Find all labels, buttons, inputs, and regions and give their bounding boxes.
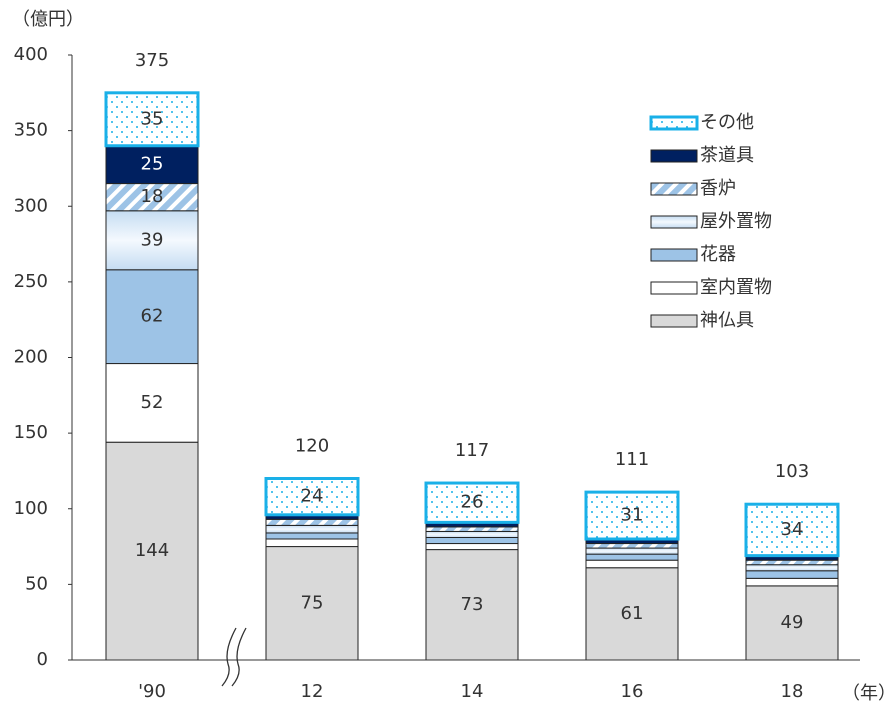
legend-swatch — [650, 182, 698, 196]
bar-segment — [585, 543, 679, 549]
data-label: 31 — [621, 505, 644, 526]
y-tick-label: 100 — [14, 498, 48, 519]
legend-swatch — [650, 149, 698, 163]
data-label: 61 — [621, 603, 644, 624]
bar-segment — [425, 530, 519, 538]
y-tick-label: 250 — [14, 271, 48, 292]
bar-segment — [425, 526, 519, 532]
legend-label: 茶道具 — [700, 145, 754, 166]
total-label: 375 — [135, 50, 169, 71]
legend-label: 花器 — [700, 244, 736, 265]
y-tick-label: 200 — [14, 347, 48, 368]
total-label: 103 — [775, 461, 809, 482]
bar-segment — [425, 543, 519, 551]
legend-swatch — [650, 314, 698, 328]
legend-swatch — [650, 281, 698, 295]
bar-segment — [585, 567, 679, 661]
bar-segment — [744, 502, 840, 558]
legend-swatch — [650, 215, 698, 229]
data-label: 52 — [141, 392, 164, 413]
y-tick-label: 300 — [14, 195, 48, 216]
data-label: 25 — [141, 154, 164, 175]
bar-segment — [584, 490, 680, 541]
data-label: 18 — [141, 186, 164, 207]
y-tick-label: 400 — [14, 44, 48, 65]
total-label: 111 — [615, 449, 649, 470]
bar-segment — [745, 559, 839, 566]
bar-segment — [265, 546, 359, 661]
legend-label: 神仏具 — [700, 310, 754, 331]
bar-segment — [104, 91, 200, 148]
bar-segment — [745, 585, 839, 661]
bar-segment — [265, 532, 359, 540]
axis-break — [221, 627, 247, 687]
data-label: 39 — [141, 229, 164, 250]
y-tick-label: 0 — [37, 649, 48, 670]
x-tick-label: '90 — [138, 681, 166, 702]
data-label: 73 — [461, 594, 484, 615]
legend-swatch — [649, 115, 699, 131]
legend-label: その他 — [700, 112, 754, 133]
x-axis-label: （年） — [842, 683, 884, 704]
bar-segment — [105, 363, 199, 443]
total-label: 117 — [455, 440, 489, 461]
y-axis-label: （億円） — [12, 9, 84, 30]
legend-swatch — [650, 248, 698, 262]
x-tick-label: 12 — [301, 681, 324, 702]
data-label: 62 — [141, 306, 164, 327]
bar-segment — [264, 477, 360, 517]
y-tick-label: 350 — [14, 120, 48, 141]
legend-label: 屋外置物 — [700, 211, 772, 232]
data-label: 49 — [781, 612, 804, 633]
y-tick-label: 150 — [14, 422, 48, 443]
bar-segment — [585, 547, 679, 555]
legend-label: 香炉 — [700, 178, 736, 199]
bar-segment — [105, 269, 199, 365]
bar-segment — [745, 577, 839, 587]
bar-segment — [585, 559, 679, 569]
x-tick-label: 18 — [781, 681, 804, 702]
bar-segment — [745, 570, 839, 579]
bar-segment — [745, 564, 839, 572]
bar-segment — [585, 553, 679, 561]
legend-label: 室内置物 — [700, 277, 772, 298]
data-label: 24 — [301, 486, 324, 507]
bar-segment — [265, 524, 359, 534]
data-label: 26 — [461, 492, 484, 513]
bar-segment — [425, 549, 519, 661]
x-tick-label: 16 — [621, 681, 644, 702]
data-label: 75 — [301, 592, 324, 613]
data-label: 34 — [781, 519, 804, 540]
bar-segment — [105, 210, 199, 271]
bar-segment — [424, 481, 520, 524]
y-tick-label: 50 — [25, 573, 48, 594]
x-tick-label: 14 — [461, 681, 484, 702]
bar-segment — [265, 538, 359, 548]
total-label: 120 — [295, 436, 329, 457]
data-label: 144 — [135, 540, 169, 561]
bar-segment — [265, 518, 359, 526]
bar-segment — [105, 145, 199, 185]
data-label: 35 — [141, 108, 164, 129]
bar-segment — [425, 536, 519, 545]
bar-segment — [105, 183, 199, 212]
